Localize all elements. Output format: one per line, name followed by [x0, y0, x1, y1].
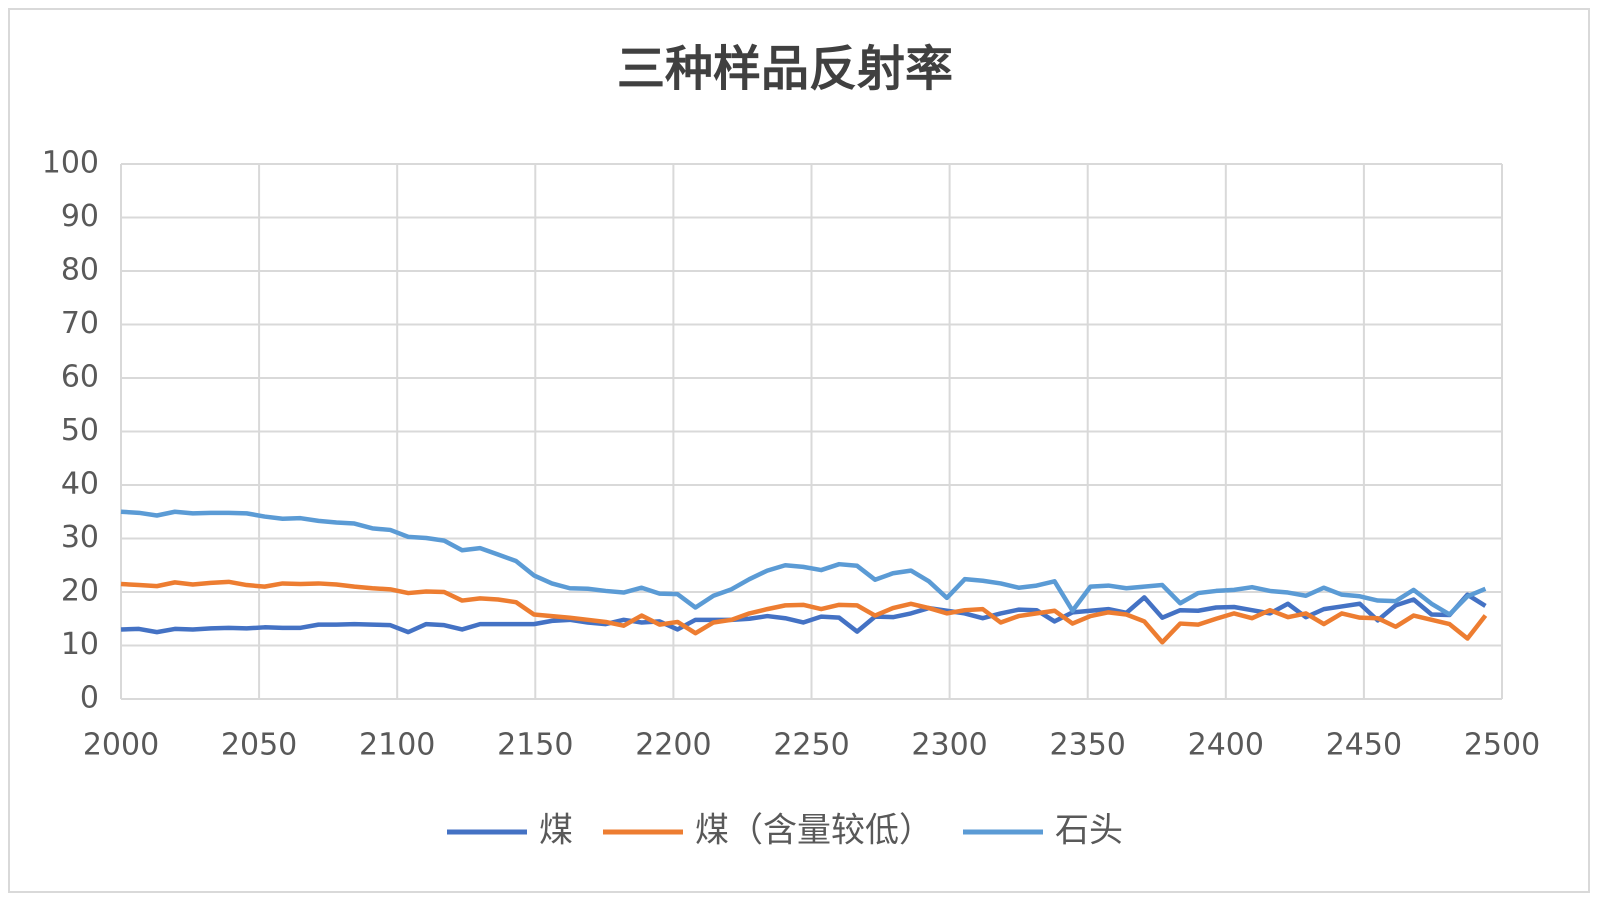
- legend-label: 石头: [1055, 811, 1123, 851]
- legend-label: 煤（含量较低）: [695, 811, 933, 851]
- chart-title: 三种样品反射率: [617, 41, 953, 97]
- data-line: [120, 509, 1487, 617]
- x-tick-label: 2150: [497, 728, 573, 763]
- y-tick-label: 10: [61, 627, 99, 662]
- x-tick-label: 2450: [1326, 728, 1402, 763]
- y-tick-label: 20: [61, 574, 99, 609]
- x-tick-label: 2100: [359, 728, 435, 763]
- data-line: [120, 592, 1487, 635]
- legend-label: 煤: [539, 811, 573, 851]
- x-tick-label: 2400: [1188, 728, 1264, 763]
- data-line: [120, 579, 1488, 645]
- y-tick-label: 90: [61, 199, 99, 234]
- y-tick-label: 30: [61, 520, 99, 555]
- y-tick-label: 0: [80, 681, 99, 716]
- x-tick-label: 2050: [221, 728, 297, 763]
- y-tick-label: 60: [61, 360, 99, 395]
- x-tick-label: 2000: [83, 728, 159, 763]
- chart-border: [8, 8, 1590, 893]
- y-tick-label: 50: [61, 413, 99, 448]
- y-tick-label: 100: [42, 146, 99, 181]
- x-tick-label: 2250: [773, 728, 849, 763]
- x-tick-label: 2500: [1464, 728, 1540, 763]
- y-tick-label: 80: [61, 253, 99, 288]
- y-tick-label: 40: [61, 467, 99, 502]
- y-tick-label: 70: [61, 306, 99, 341]
- x-tick-label: 2200: [635, 728, 711, 763]
- x-tick-label: 2300: [911, 728, 987, 763]
- x-tick-label: 2350: [1050, 728, 1126, 763]
